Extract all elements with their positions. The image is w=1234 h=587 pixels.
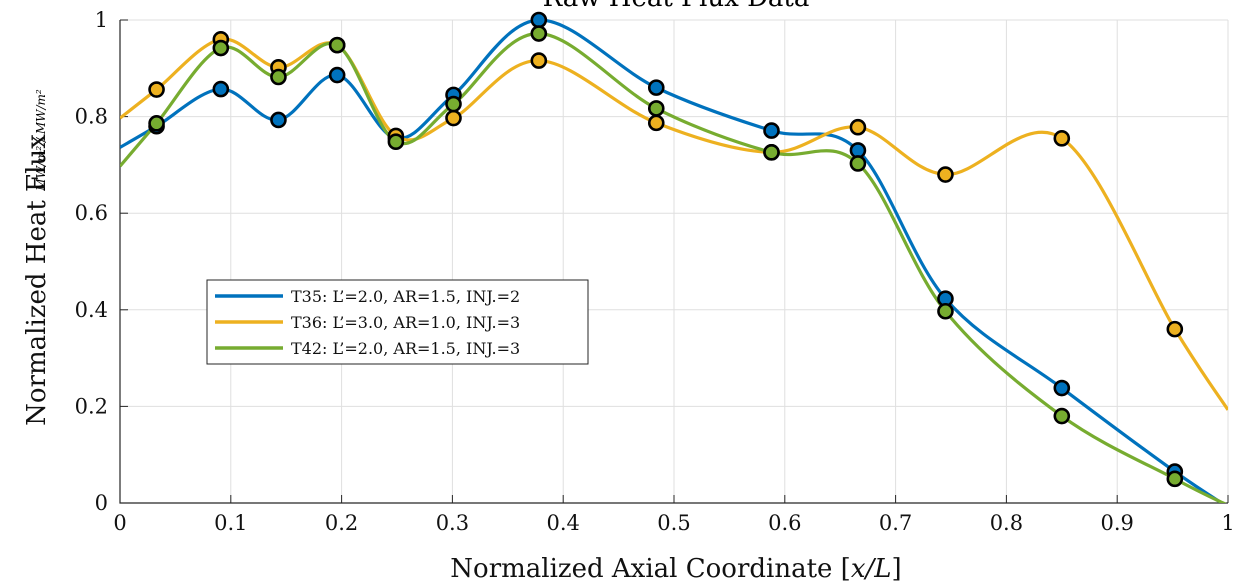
legend: T35: L’=2.0, AR=1.5, INJ.=2 T36: L’=3.0, … — [206, 279, 589, 365]
x-tick-label: 0 — [113, 511, 126, 535]
x-axis-label-prefix: Normalized Axial Coordinate [ — [450, 554, 851, 584]
axes-layer — [119, 19, 1229, 504]
y-tick-label: 1 — [95, 8, 108, 32]
legend-label: T42: L’=2.0, AR=1.5, INJ.=3 — [291, 339, 520, 358]
data-point — [1166, 320, 1184, 338]
data-point — [530, 25, 548, 42]
legend-label: T36: L’=3.0, AR=1.0, INJ.=3 — [291, 313, 520, 332]
series-line — [120, 31, 1227, 503]
data-point — [445, 95, 462, 113]
data-point — [849, 155, 867, 172]
data-point — [270, 68, 287, 86]
y-tick-label: 0 — [95, 491, 108, 515]
x-tick-label: 0.8 — [990, 511, 1023, 535]
legend-label: T35: L’=2.0, AR=1.5, INJ.=2 — [291, 287, 520, 306]
axis-frame — [119, 20, 1228, 504]
x-tick-label: 0.6 — [768, 511, 801, 535]
data-point — [1053, 407, 1071, 425]
tick-labels: 0 0.1 0.2 0.3 0.4 0.5 0.6 0.7 0.8 0.9 1 0 0.2 0.4 0.6 0… — [75, 8, 1234, 535]
data-point — [647, 114, 665, 132]
x-tick-label: 0.3 — [436, 511, 469, 535]
series-3-markers — [148, 25, 1184, 488]
x-tick-label: 0.2 — [325, 511, 358, 535]
data-point — [148, 115, 165, 132]
data-point — [647, 100, 665, 117]
x-tick-label: 0.7 — [879, 511, 912, 535]
series-layer — [120, 11, 1228, 503]
data-point — [530, 52, 548, 69]
x-tick-label: 0.5 — [657, 511, 690, 535]
x-tick-label: 0.1 — [214, 511, 247, 535]
data-point — [530, 11, 548, 29]
data-point — [387, 133, 405, 151]
series-1-markers — [148, 11, 1184, 480]
x-axis-label: Normalized Axial Coordinate [x/L] — [450, 554, 901, 584]
data-point — [212, 80, 230, 98]
data-point — [937, 302, 954, 320]
data-point — [212, 39, 230, 57]
y-axis-label: Normalized Heat Flux MW/m² / MW/m² — [22, 89, 52, 426]
data-point — [1166, 470, 1184, 488]
y-axis-label-text: Normalized Heat Flux — [22, 134, 52, 426]
chart-title: Raw Heat Flux Data — [543, 0, 810, 13]
data-point — [763, 144, 780, 161]
data-point — [1053, 130, 1071, 147]
data-point — [445, 109, 462, 127]
y-axis-label-fraction: MW/m² / MW/m² — [34, 89, 48, 192]
x-axis-label-variable: x/L — [851, 554, 892, 584]
data-point — [763, 122, 780, 139]
data-point — [937, 166, 954, 183]
grid-layer — [119, 19, 1229, 504]
y-tick-label: 0.4 — [75, 298, 108, 322]
data-point — [270, 111, 287, 129]
legend-item: T36: L’=3.0, AR=1.0, INJ.=3 — [215, 313, 520, 332]
y-tick-label: 0.8 — [75, 105, 108, 129]
data-point — [647, 79, 665, 96]
x-axis-label-suffix: ] — [892, 554, 902, 584]
series-3 — [120, 31, 1227, 503]
legend-item: T35: L’=2.0, AR=1.5, INJ.=2 — [215, 287, 520, 306]
y-tick-label: 0.2 — [75, 394, 108, 418]
data-point — [1053, 379, 1071, 397]
x-tick-label: 0.4 — [546, 511, 579, 535]
x-tick-label: 1 — [1221, 511, 1234, 535]
x-tick-label: 0.9 — [1100, 511, 1133, 535]
data-point — [849, 118, 867, 136]
data-point — [328, 66, 346, 84]
data-point — [328, 36, 346, 54]
data-point — [148, 81, 165, 98]
y-tick-label: 0.6 — [75, 201, 108, 225]
legend-item: T42: L’=2.0, AR=1.5, INJ.=3 — [215, 339, 520, 358]
